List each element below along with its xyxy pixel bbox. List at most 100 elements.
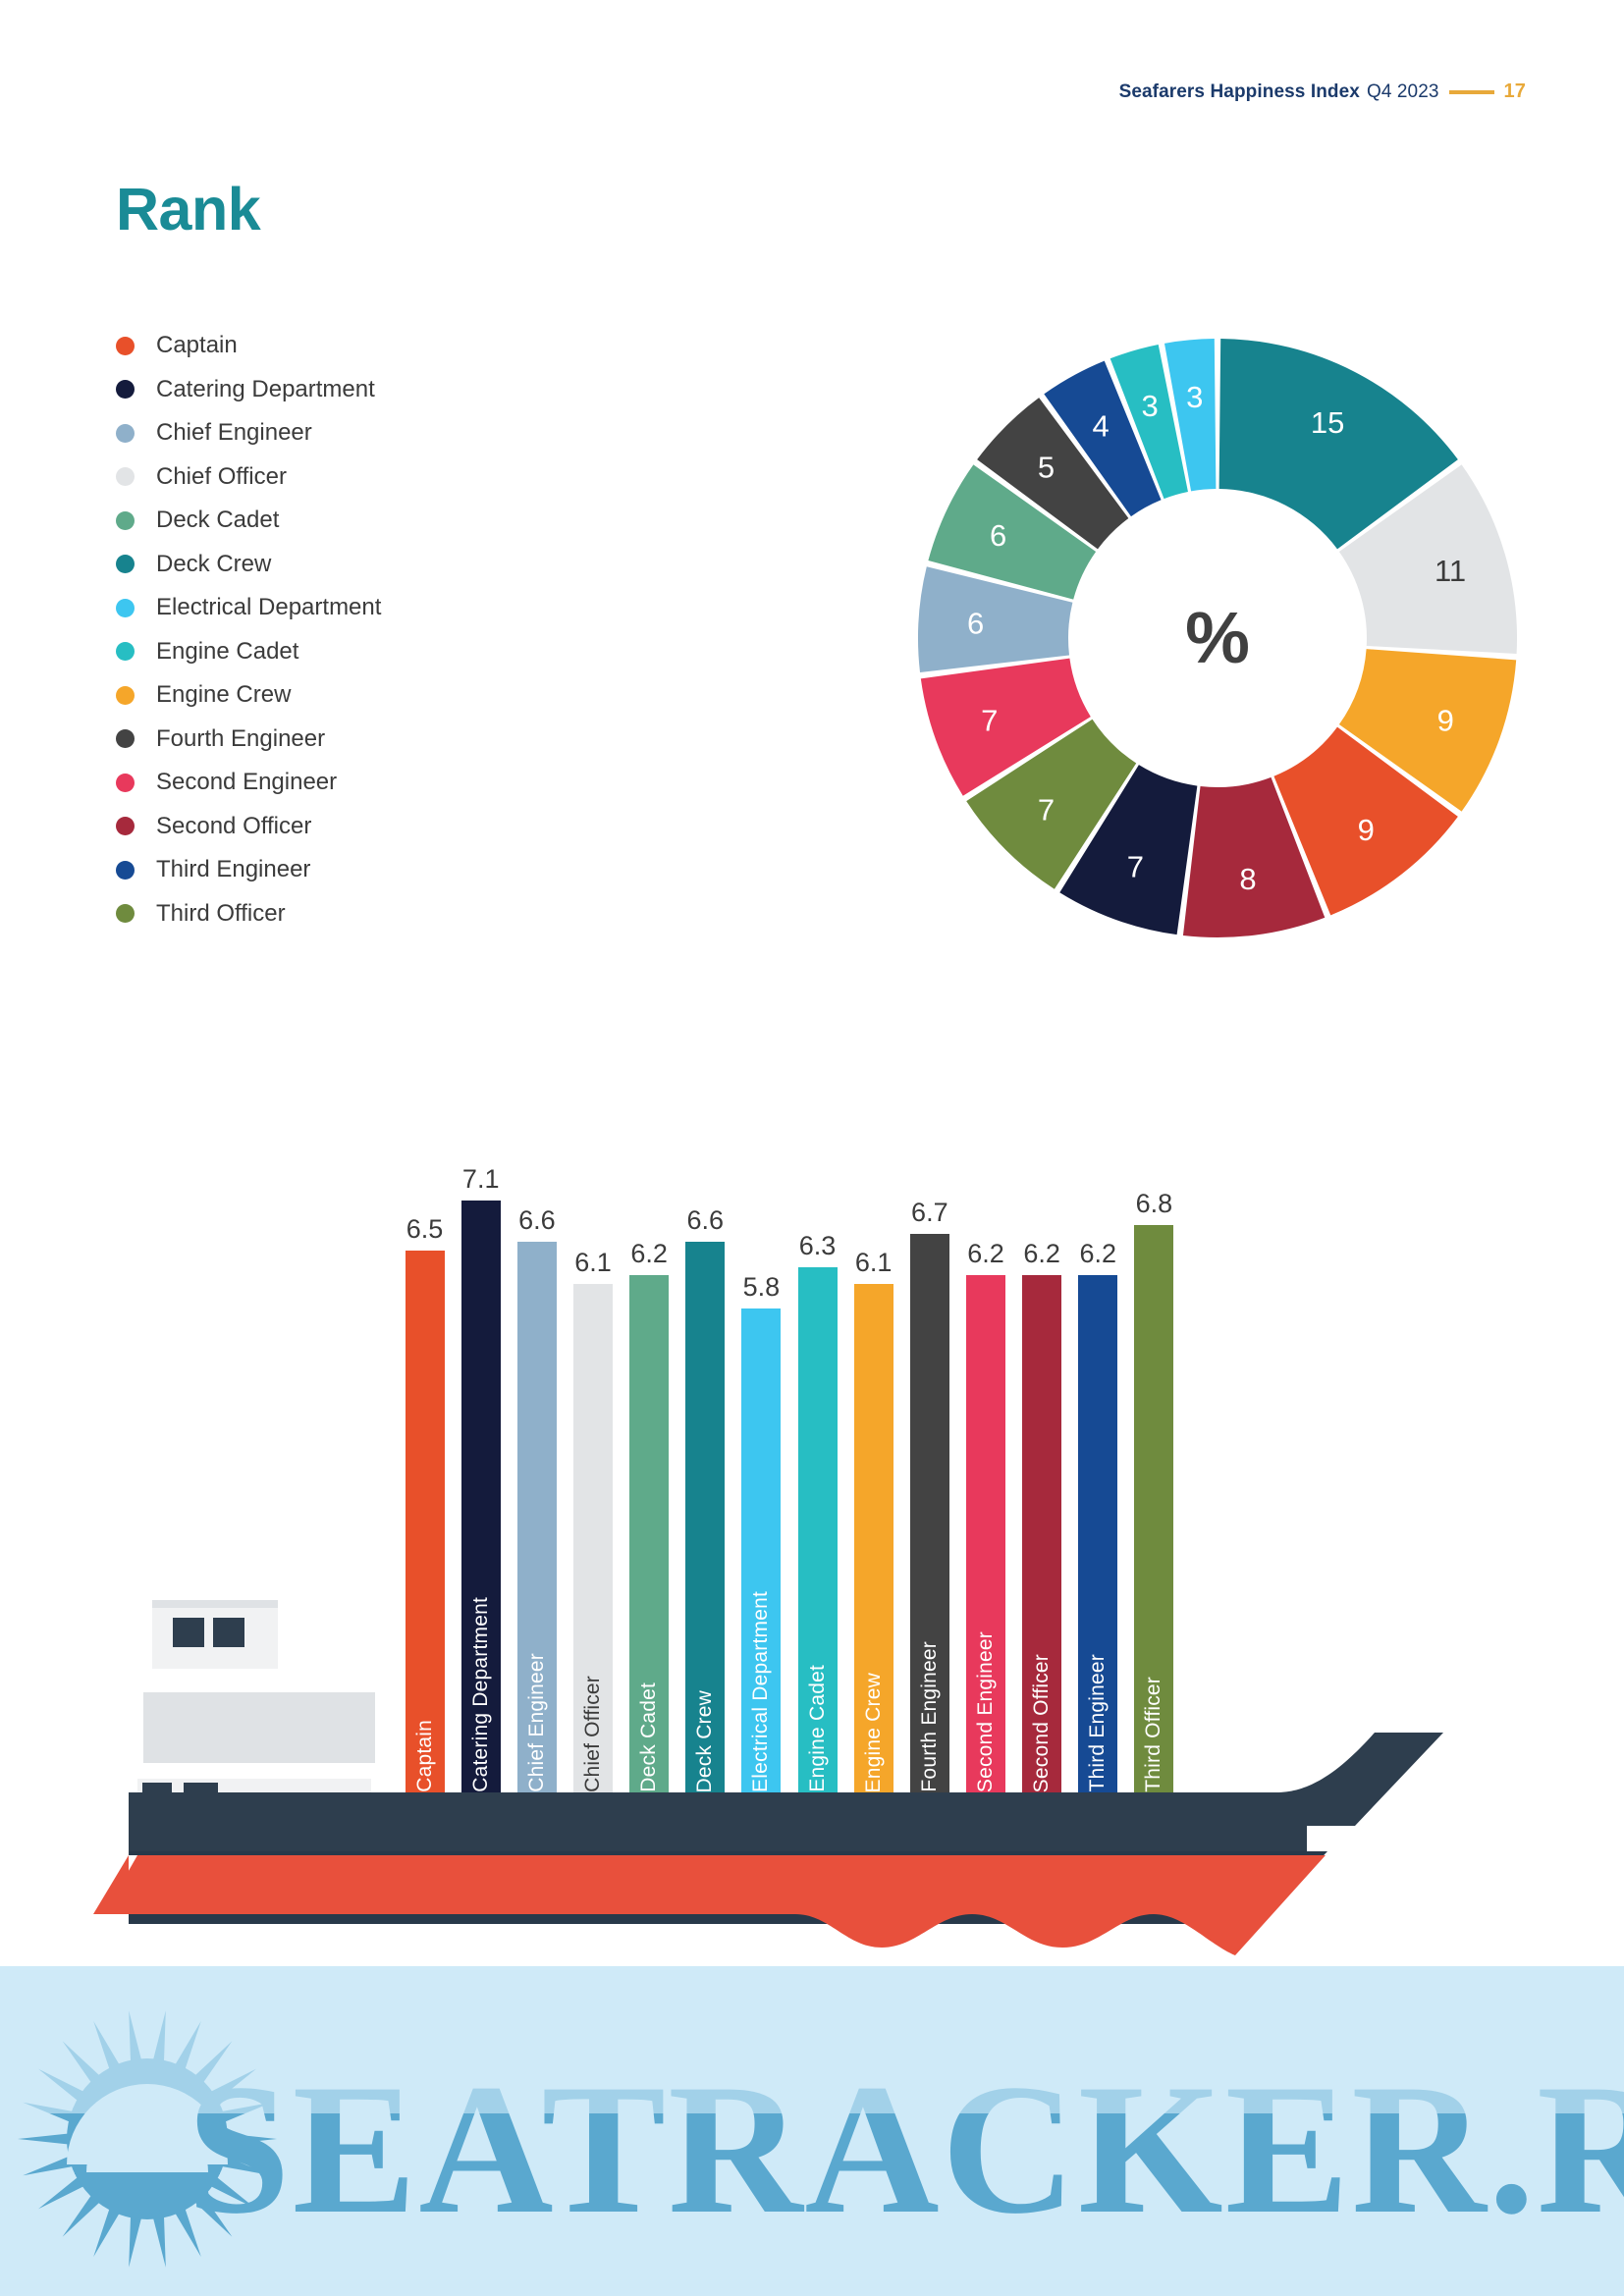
donut-slice — [1218, 339, 1458, 550]
bar-column: 6.5 Captain — [397, 1158, 453, 1792]
bar-value-label: 6.5 — [406, 1213, 444, 1244]
chart-legend: Captain Catering Department Chief Engineer… — [116, 324, 538, 935]
bar-value-label: 6.1 — [854, 1247, 893, 1277]
legend-item: Third Officer — [116, 892, 538, 936]
legend-item-label: Second Officer — [156, 812, 312, 839]
donut-slice — [1338, 464, 1517, 654]
header-subtitle: Q4 2023 — [1366, 80, 1439, 102]
donut-center-percent-symbol: % — [1185, 597, 1250, 678]
bar-value-label: 6.7 — [911, 1197, 948, 1227]
donut-slice-value: 7 — [981, 704, 998, 738]
legend-color-swatch — [116, 380, 135, 400]
sun-ray — [174, 2206, 201, 2258]
legend-item: Catering Department — [116, 368, 538, 412]
bar-rect: Chief Engineer — [516, 1242, 557, 1792]
legend-item-label: Third Engineer — [156, 856, 311, 883]
legend-item: Deck Cadet — [116, 499, 538, 543]
sun-ray — [208, 2175, 256, 2210]
bar-column: 6.8 Third Officer — [1126, 1158, 1182, 1792]
donut-slice-value: 15 — [1311, 405, 1344, 440]
legend-item-label: Catering Department — [156, 375, 375, 402]
donut-slice-value: 9 — [1358, 813, 1375, 847]
donut-slice — [1273, 726, 1458, 916]
bar-rect: Fourth Engineer — [909, 1233, 949, 1792]
donut-slice-value: 4 — [1092, 409, 1109, 444]
legend-color-swatch — [116, 642, 135, 662]
legend-color-swatch — [116, 860, 135, 880]
bar-value-label: 6.2 — [630, 1239, 668, 1268]
sun-ray — [219, 2155, 272, 2176]
legend-color-swatch — [116, 510, 135, 530]
legend-color-swatch — [116, 423, 135, 443]
ship-bridge-roof — [152, 1600, 278, 1608]
bar-rect: Second Officer — [1022, 1275, 1062, 1792]
bar-value-label: 6.1 — [574, 1247, 612, 1277]
donut-slice — [1044, 360, 1162, 517]
bar-column: 7.1 Catering Department — [453, 1158, 509, 1792]
legend-item: Chief Engineer — [116, 411, 538, 455]
bar-value-label: 6.8 — [1135, 1189, 1173, 1218]
legend-item-label: Second Engineer — [156, 769, 338, 796]
legend-item-label: Electrical Department — [156, 594, 382, 621]
legend-item: Third Engineer — [116, 848, 538, 892]
sun-ray — [38, 2175, 86, 2210]
ship-hull-band — [129, 1792, 1307, 1851]
donut-slice-value: 6 — [967, 606, 984, 640]
legend-item-label: Chief Engineer — [156, 419, 312, 447]
header-title: Seafarers Happiness Index — [1118, 80, 1360, 102]
bar-rect: Catering Department — [460, 1200, 501, 1792]
legend-color-swatch — [116, 598, 135, 617]
bar-value-label: 6.3 — [798, 1230, 837, 1260]
donut-slice-value: 7 — [1127, 849, 1144, 883]
legend-color-swatch — [116, 336, 135, 355]
bar-column: 6.6 Chief Engineer — [509, 1158, 565, 1792]
bar-rect: Engine Cadet — [797, 1266, 838, 1792]
donut-slice — [1182, 776, 1326, 937]
header-rule — [1448, 89, 1494, 94]
donut-slice — [1164, 339, 1217, 492]
ship-illustration: Happiness by rank — [0, 1531, 1624, 1983]
legend-color-swatch — [116, 467, 135, 487]
legend-item: Engine Crew — [116, 673, 538, 718]
donut-chart: 15 11 9 9 8 7 7 7 6 6 5 4 3 3 % — [903, 324, 1532, 952]
legend-item-label: Chief Officer — [156, 462, 287, 490]
legend-item: Fourth Engineer — [116, 718, 538, 762]
sun-ray — [152, 2214, 166, 2268]
bar-chart: 6.5 Captain 7.1 Catering Department 6.6 Chief… — [397, 1158, 1182, 1792]
ship-svg — [93, 1600, 1443, 1955]
legend-item: Captain — [116, 324, 538, 368]
legend-item-label: Third Officer — [156, 899, 286, 927]
donut-slice — [928, 464, 1097, 600]
legend-item: Second Officer — [116, 805, 538, 849]
bar-column: 6.2 Second Officer — [1014, 1158, 1070, 1792]
donut-slice-value: 3 — [1142, 389, 1159, 423]
bar-value-label: 5.8 — [742, 1272, 781, 1302]
bar-value-label: 6.2 — [967, 1239, 1004, 1268]
bar-column: 6.2 Deck Cadet — [622, 1158, 677, 1792]
page-number: 17 — [1503, 80, 1526, 102]
donut-slice — [1110, 345, 1188, 500]
legend-item: Electrical Department — [116, 586, 538, 630]
bar-column: 6.2 Third Engineer — [1070, 1158, 1126, 1792]
legend-item: Second Engineer — [116, 761, 538, 805]
watermark-svg: SEATRACKER.RU — [0, 1966, 1624, 2268]
bar-rect: Engine Crew — [853, 1283, 893, 1792]
donut-slice — [918, 566, 1073, 673]
bar-rect: Second Engineer — [965, 1275, 1005, 1792]
legend-color-swatch — [116, 817, 135, 836]
ship-stern-taper — [93, 1855, 129, 1914]
donut-slice-value: 8 — [1239, 862, 1256, 896]
sun-ray — [192, 2193, 233, 2237]
bar-value-label: 6.6 — [518, 1205, 556, 1235]
page-title: Rank — [116, 176, 261, 242]
bar-rect: Deck Crew — [685, 1242, 726, 1792]
donut-slice-value: 6 — [990, 518, 1006, 553]
legend-item-label: Captain — [156, 332, 238, 359]
legend-item-label: Deck Crew — [156, 550, 272, 577]
donut-slice — [920, 658, 1091, 796]
legend-color-swatch — [116, 555, 135, 574]
legend-item-label: Engine Crew — [156, 681, 292, 709]
bar-rect: Third Officer — [1134, 1225, 1174, 1792]
